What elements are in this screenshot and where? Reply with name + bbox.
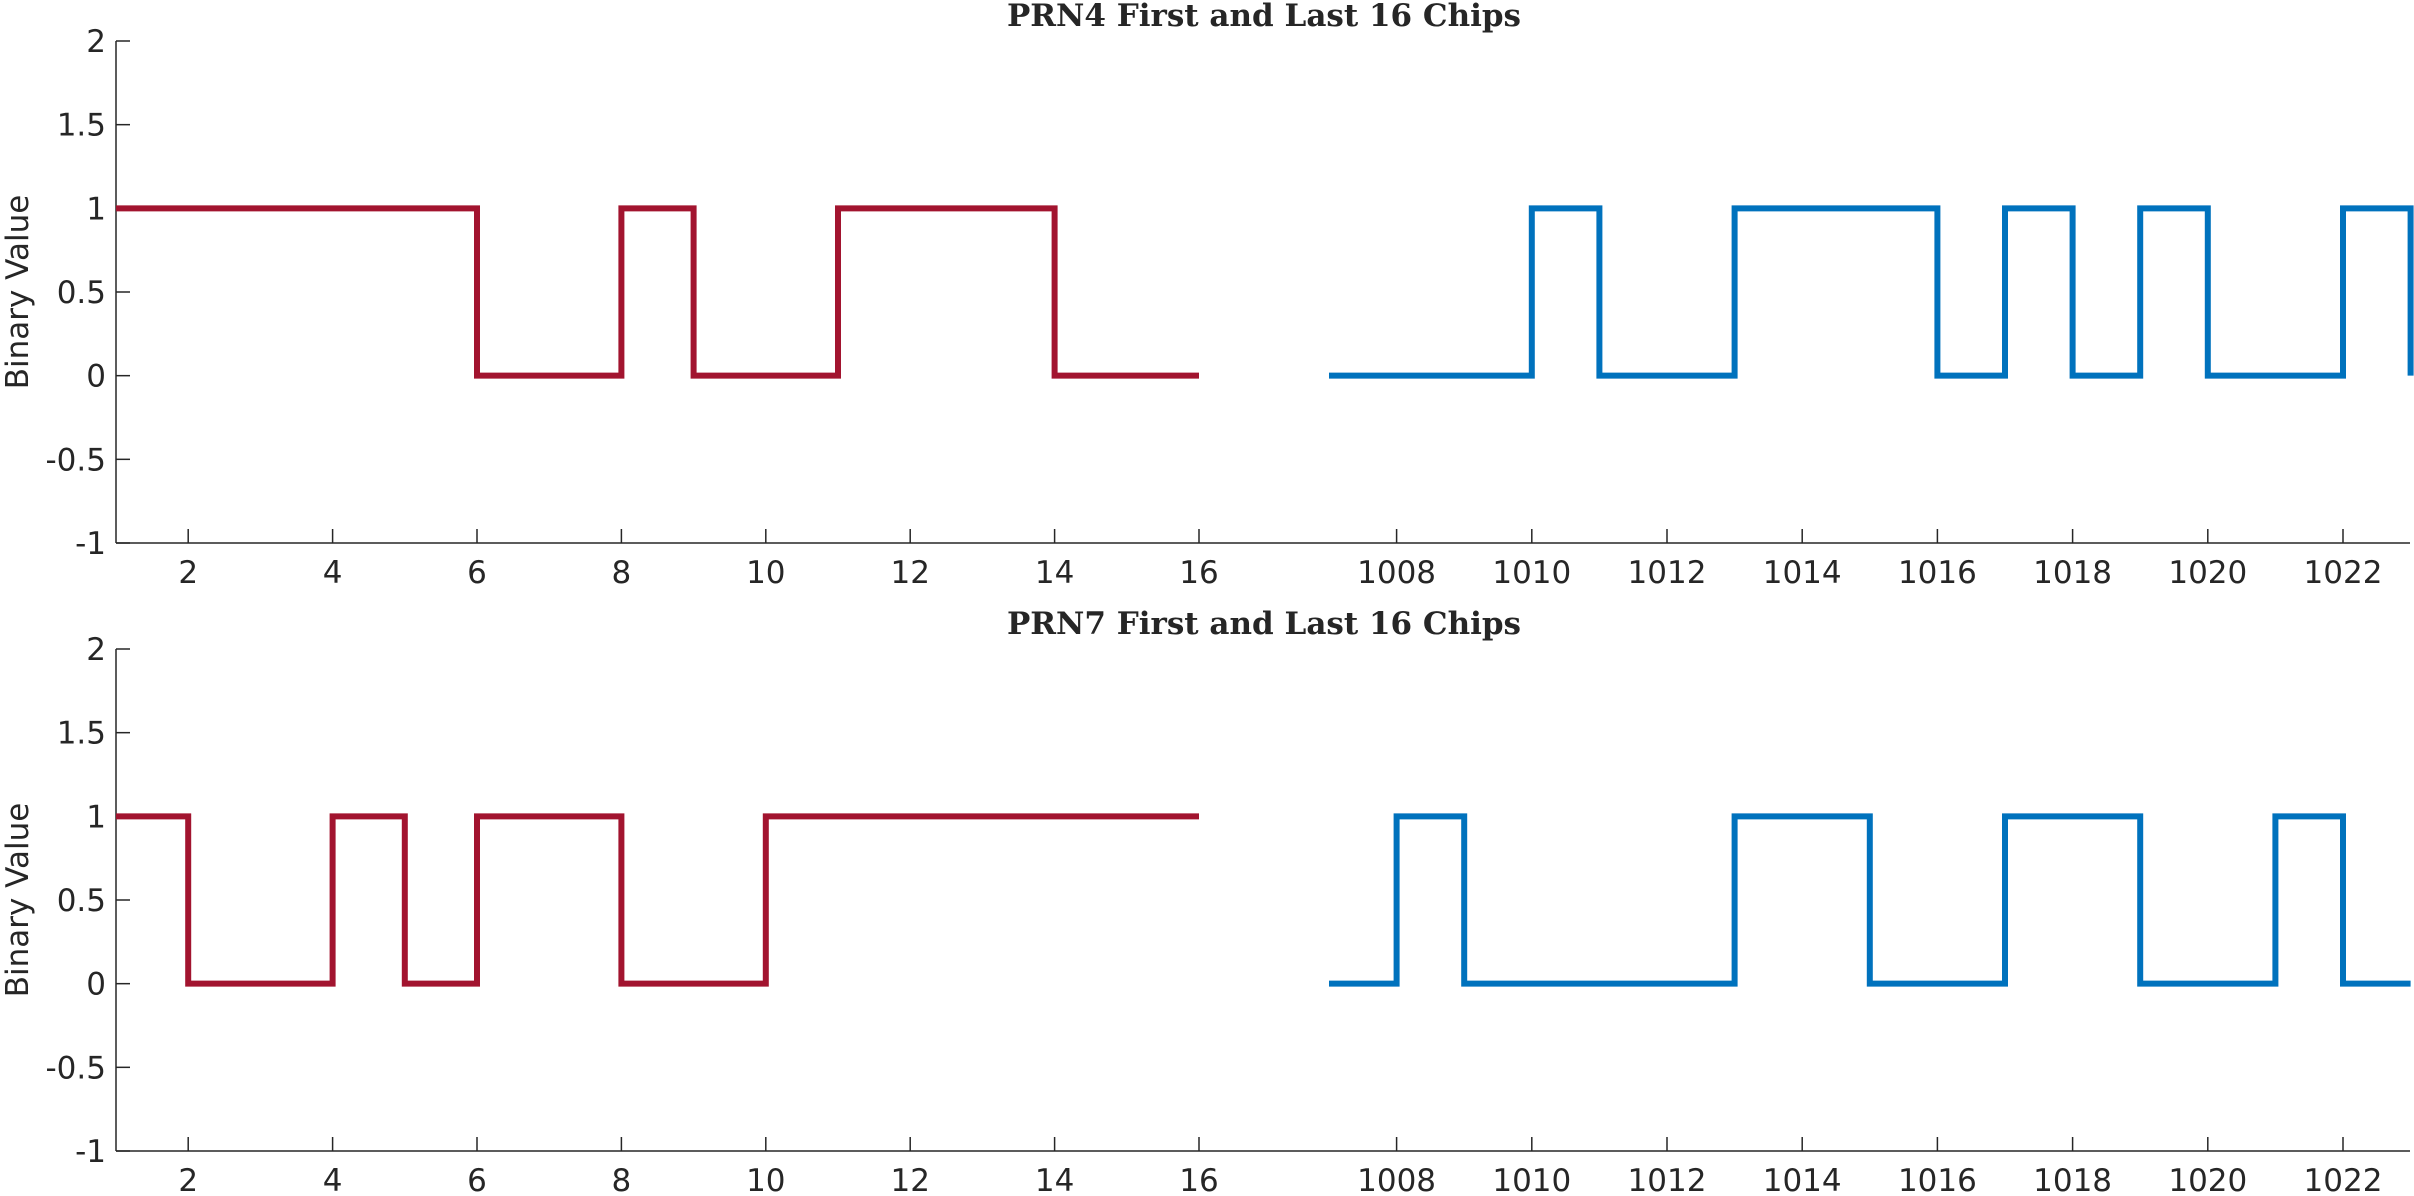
x-tick-label: 16 bbox=[1179, 555, 1218, 591]
x-tick-label: 1022 bbox=[2304, 1163, 2383, 1196]
x-tick-label: 14 bbox=[1035, 1163, 1074, 1196]
y-tick-label: 1 bbox=[86, 799, 106, 835]
y-axis-label: Binary Value bbox=[0, 803, 36, 998]
panel-prn4: PRN4 First and Last 16 Chips -1 -0.5 0 0.5 1 1… bbox=[0, 0, 2414, 591]
series-line-first-16 bbox=[116, 205, 1199, 379]
y-tick-label: 1 bbox=[86, 191, 106, 227]
x-tick-label: 1014 bbox=[1763, 1163, 1842, 1196]
x-tick-label: 1016 bbox=[1898, 1163, 1977, 1196]
x-tick-label: 8 bbox=[612, 1163, 632, 1196]
x-tick-label: 1010 bbox=[1492, 1163, 1571, 1196]
x-tick-label: 1014 bbox=[1763, 555, 1842, 591]
x-tick-label: 14 bbox=[1035, 555, 1074, 591]
chart-title: PRN4 First and Last 16 Chips bbox=[1007, 0, 1521, 34]
x-tick-label: 1020 bbox=[2168, 555, 2247, 591]
x-tick-label: 1018 bbox=[2033, 1163, 2112, 1196]
y-tick-label: 0 bbox=[86, 359, 106, 395]
x-tick-label: 12 bbox=[890, 1163, 929, 1196]
y-axis-label: Binary Value bbox=[0, 195, 36, 390]
y-tick-label: 0.5 bbox=[57, 275, 106, 311]
series-line-last-16 bbox=[1329, 813, 2411, 987]
x-tick-label: 10 bbox=[746, 555, 785, 591]
x-tick-label: 12 bbox=[890, 555, 929, 591]
y-tick-label: -0.5 bbox=[46, 1050, 107, 1086]
x-tick-label: 4 bbox=[323, 1163, 343, 1196]
x-tick-label: 1008 bbox=[1357, 1163, 1436, 1196]
x-tick-label: 1022 bbox=[2304, 555, 2383, 591]
y-tick-label: -1 bbox=[75, 526, 106, 562]
y-tick-label: 2 bbox=[86, 632, 106, 668]
y-tick-label: 1.5 bbox=[57, 108, 106, 144]
y-tick-label: 1.5 bbox=[57, 716, 106, 752]
y-tick-label: -1 bbox=[75, 1134, 106, 1170]
x-tick-label: 8 bbox=[612, 555, 632, 591]
x-tick-label: 1008 bbox=[1357, 555, 1436, 591]
y-tick-label: 0 bbox=[86, 967, 106, 1003]
x-tick-label: 4 bbox=[323, 555, 343, 591]
chart-title: PRN7 First and Last 16 Chips bbox=[1007, 606, 1521, 642]
x-tick-label: 16 bbox=[1179, 1163, 1218, 1196]
x-tick-label: 1010 bbox=[1492, 555, 1571, 591]
y-tick-label: -0.5 bbox=[46, 442, 107, 478]
y-tick-label: 0.5 bbox=[57, 883, 106, 919]
x-tick-label: 1012 bbox=[1628, 555, 1707, 591]
x-tick-label: 6 bbox=[467, 555, 487, 591]
x-tick-label: 2 bbox=[178, 555, 198, 591]
x-tick-label: 1012 bbox=[1628, 1163, 1707, 1196]
x-tick-label: 1020 bbox=[2168, 1163, 2247, 1196]
series-line-first-16 bbox=[116, 813, 1199, 987]
series-line-last-16 bbox=[1329, 205, 2414, 379]
x-tick-label: 10 bbox=[746, 1163, 785, 1196]
x-tick-label: 2 bbox=[178, 1163, 198, 1196]
x-tick-label: 6 bbox=[467, 1163, 487, 1196]
x-tick-label: 1016 bbox=[1898, 555, 1977, 591]
x-tick-label: 1018 bbox=[2033, 555, 2112, 591]
panel-prn7: PRN7 First and Last 16 Chips -1 -0.5 0 0.5 1 1… bbox=[0, 606, 2411, 1196]
y-tick-label: 2 bbox=[86, 24, 106, 60]
